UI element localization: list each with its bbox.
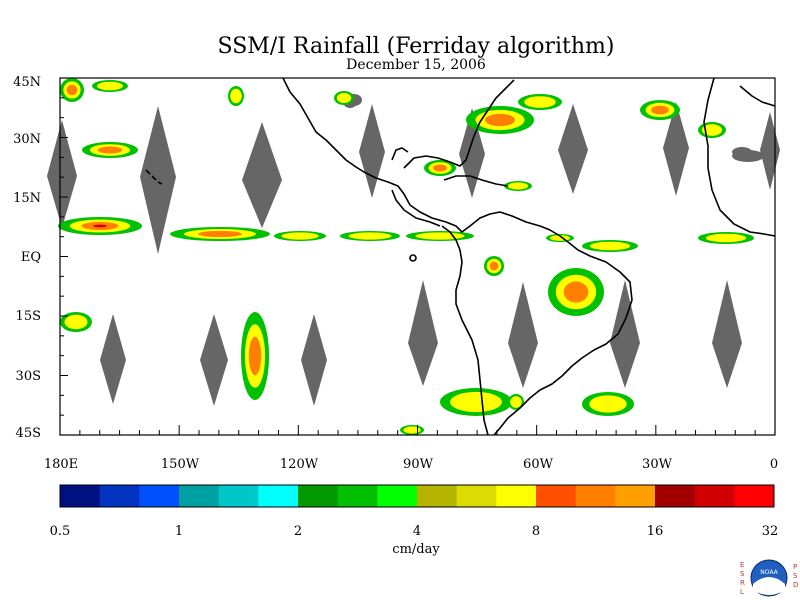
lat-label: 45N: [13, 75, 41, 90]
colorbar-tick-label: 2: [294, 524, 302, 539]
colorbar-cells: [60, 485, 774, 507]
logo-letter: S: [793, 572, 798, 580]
longitude-labels: 180E 150W 120W 90W 60W 30W 0: [44, 457, 778, 472]
rainfall-area: [564, 281, 589, 302]
rainfall-map-figure: SSM/I Rainfall (Ferriday algorithm) Dece…: [0, 0, 800, 600]
logo-letter: D: [793, 581, 798, 589]
colorbar-cell: [734, 485, 774, 507]
colorbar-tick-label: 16: [647, 524, 664, 539]
colorbar-tick-label: 0.5: [50, 524, 71, 539]
latitude-labels: 45N 30N 15N EQ 15S 30S 45S: [13, 75, 41, 441]
noaa-logo: NOAA E S R L P S D: [740, 560, 798, 596]
colorbar-cell: [695, 485, 735, 507]
rainfall-area: [403, 426, 420, 433]
colorbar-cell: [338, 485, 378, 507]
rainfall-area: [490, 262, 499, 271]
colorbar-cell: [298, 485, 338, 507]
rainfall-area: [97, 82, 123, 91]
lat-label: 30N: [13, 132, 41, 147]
colorbar-cell: [258, 485, 298, 507]
colorbar-cell: [655, 485, 695, 507]
rainfall-area: [93, 225, 106, 228]
lon-label: 0: [770, 457, 778, 472]
lat-label: EQ: [21, 250, 41, 265]
lon-label: 60W: [523, 457, 554, 472]
rainfall-area: [706, 234, 746, 243]
lon-label: 90W: [403, 457, 434, 472]
colorbar-cell: [615, 485, 655, 507]
colorbar-cell: [457, 485, 497, 507]
lat-label: 15N: [13, 191, 41, 206]
rainfall-area: [249, 337, 261, 376]
colorbar-cell: [417, 485, 457, 507]
logo-right-letters: P S D: [793, 563, 798, 589]
figure-title: SSM/I Rainfall (Ferriday algorithm): [218, 34, 615, 59]
map-panel: [47, 78, 780, 435]
rainfall-area: [337, 93, 351, 103]
rainfall-area: [416, 232, 465, 239]
lat-label: 15S: [16, 309, 41, 324]
rainfall-area: [281, 232, 318, 239]
colorbar-cell: [496, 485, 536, 507]
colorbar-cell: [139, 485, 179, 507]
lon-label: 30W: [642, 457, 673, 472]
colorbar-cell: [576, 485, 616, 507]
rainfall-area: [230, 89, 242, 103]
colorbar-cell: [179, 485, 219, 507]
colorbar: 0.5 1 2 4 8 16 32 cm/day: [50, 485, 779, 557]
colorbar-tick-label: 32: [762, 524, 779, 539]
rainfall-area: [65, 315, 88, 329]
colorbar-cell: [536, 485, 576, 507]
rainfall-area: [98, 147, 123, 154]
lon-label: 150W: [161, 457, 200, 472]
rainfall-area: [510, 396, 522, 408]
lon-label: 180E: [44, 457, 78, 472]
logo-letter: P: [793, 563, 797, 571]
rainfall-area: [485, 114, 515, 126]
logo-letter: R: [740, 579, 745, 587]
rainfall-area: [433, 165, 447, 172]
lat-label: 45S: [16, 426, 41, 441]
rainfall-area: [450, 392, 502, 412]
logo-letter: S: [740, 570, 745, 578]
rainfall-area: [198, 231, 242, 237]
figure-date: December 15, 2006: [346, 57, 486, 73]
rainfall-area: [589, 395, 626, 412]
colorbar-unit: cm/day: [392, 542, 440, 557]
rainfall-area: [67, 85, 78, 96]
noaa-logo-text: NOAA: [760, 569, 778, 576]
colorbar-cell: [377, 485, 417, 507]
no-data-patch: [732, 147, 752, 157]
colorbar-cell: [219, 485, 259, 507]
lat-label: 30S: [16, 369, 41, 384]
colorbar-cell: [60, 485, 100, 507]
logo-letter: E: [740, 561, 744, 569]
rainfall-area: [651, 106, 669, 115]
lon-label: 120W: [280, 457, 319, 472]
colorbar-tick-labels: 0.5 1 2 4 8 16 32: [50, 524, 779, 539]
colorbar-cell: [100, 485, 140, 507]
rainfall-area: [524, 96, 556, 108]
colorbar-tick-label: 8: [532, 524, 540, 539]
rainfall-area: [508, 182, 528, 189]
logo-letter: L: [740, 588, 744, 596]
colorbar-tick-label: 4: [413, 524, 421, 539]
rainfall-area: [348, 232, 391, 239]
colorbar-tick-label: 1: [175, 524, 183, 539]
logo-left-letters: E S R L: [740, 561, 745, 596]
rainfall-area: [590, 242, 630, 251]
